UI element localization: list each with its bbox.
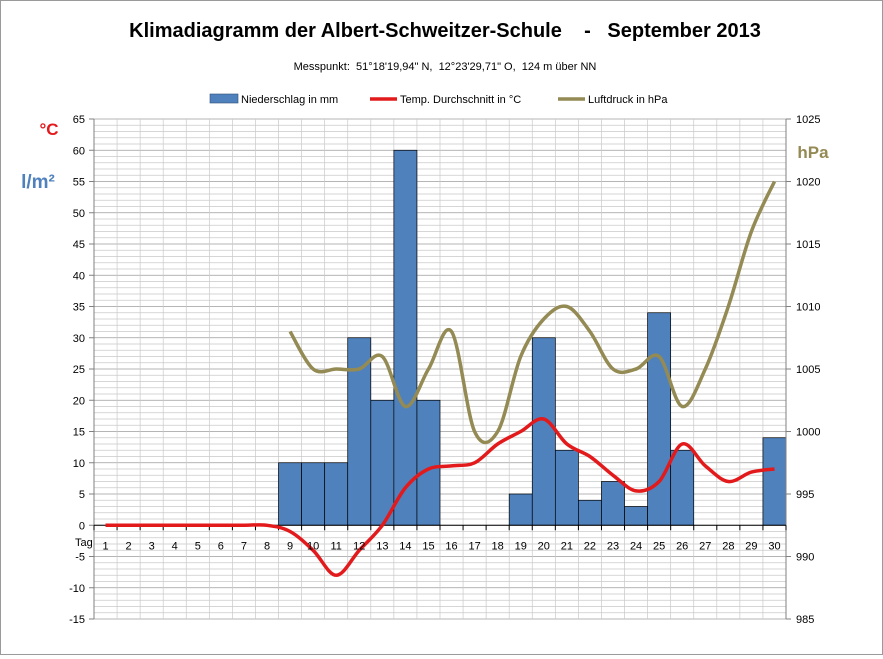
y-tick-label: 35 [73, 302, 85, 314]
legend: Niederschlag in mm Temp. Durchschnitt in… [209, 93, 668, 106]
x-tick-label: 14 [399, 540, 411, 552]
x-tick-label: 22 [584, 540, 596, 552]
x-tick-label: 7 [241, 540, 247, 552]
precip-bar [393, 149, 418, 526]
x-tick-label: 10 [307, 540, 319, 552]
x-tick-label: 20 [538, 540, 550, 552]
chart-title: Klimadiagramm der Albert-Schweitzer-Schu… [129, 20, 761, 42]
y-tick-label: 60 [73, 145, 85, 157]
legend-label-pressure: Luftdruck in hPa [588, 94, 668, 106]
x-tick-label: 30 [768, 540, 780, 552]
temp-unit-label: °C [39, 120, 58, 139]
precip-bar [301, 462, 326, 526]
legend-label-temp: Temp. Durchschnitt in °C [400, 94, 521, 106]
x-tick-label: 16 [445, 540, 457, 552]
temperature-line [105, 417, 775, 578]
precip-bar [416, 399, 441, 526]
x-tick-label: 15 [422, 540, 434, 552]
x-tick-label: 26 [676, 540, 688, 552]
x-tick-label: 25 [653, 540, 665, 552]
y-tick-label: -15 [69, 614, 85, 626]
y-tick-label: 40 [73, 270, 85, 282]
y-tick-label: 10 [73, 458, 85, 470]
x-tick-label: 12 [353, 540, 365, 552]
y2-tick-label: 985 [796, 614, 814, 626]
x-tick-label: 28 [722, 540, 734, 552]
x-tick-label: 23 [607, 540, 619, 552]
legend-label-precip: Niederschlag in mm [241, 94, 338, 106]
x-tick-label: 3 [149, 540, 155, 552]
precip-bar [324, 462, 349, 526]
y-right-tick-labels: 985 990 995 1000 1005 1010 1015 1020 1025 [796, 114, 820, 626]
precip-bar [578, 499, 602, 526]
precip-bar [347, 337, 372, 526]
pressure-unit-label: hPa [797, 143, 829, 162]
series-lines [105, 180, 777, 578]
x-tick-label: 19 [515, 540, 527, 552]
y-tick-label: 5 [79, 489, 85, 501]
y-left-tick-labels: -15 -10 -5 0 5 10 15 20 25 30 35 40 45 50 55 60 65 [69, 114, 85, 626]
y-tick-label: -10 [69, 583, 85, 595]
y2-tick-label: 1015 [796, 239, 820, 251]
y-tick-label: 55 [73, 177, 85, 189]
y-tick-label: 0 [79, 520, 85, 532]
x-axis-label: Tag [75, 537, 93, 549]
x-tick-label: 6 [218, 540, 224, 552]
x-tick-label: 9 [287, 540, 293, 552]
precip-bar [762, 437, 787, 526]
x-tick-label: 4 [172, 540, 178, 552]
x-tick-label: 11 [330, 540, 341, 552]
y-tick-label: 50 [73, 208, 85, 220]
precip-bar [670, 449, 695, 526]
axes [89, 118, 791, 620]
y2-tick-label: 1020 [796, 177, 820, 189]
y-tick-label: -5 [75, 552, 85, 564]
y-tick-label: 25 [73, 364, 85, 376]
precip-bar [508, 493, 533, 526]
precip-bar [601, 481, 625, 526]
x-tick-label: 21 [561, 540, 573, 552]
x-tick-label: 13 [376, 540, 388, 552]
x-tick-label: 27 [699, 540, 711, 552]
y2-tick-label: 1000 [796, 427, 820, 439]
precip-bar [624, 506, 648, 526]
x-tick-labels: 1 2 3 4 5 6 7 8 9 10 11 12 13 14 15 16 17 18 19 20 21 22 23 24 2… [102, 540, 780, 552]
y2-tick-label: 1025 [796, 114, 820, 126]
y-tick-label: 30 [73, 333, 85, 345]
pressure-line [288, 180, 777, 445]
x-tick-label: 29 [745, 540, 757, 552]
legend-swatch-precip [209, 93, 239, 104]
precip-bar [647, 312, 672, 526]
y-tick-label: 45 [73, 239, 85, 251]
x-tick-label: 5 [195, 540, 201, 552]
x-tick-label: 2 [126, 540, 132, 552]
x-tick-label: 18 [492, 540, 504, 552]
y2-tick-label: 1010 [796, 302, 820, 314]
x-tick-label: 24 [630, 540, 642, 552]
y-tick-label: 65 [73, 114, 85, 126]
y2-tick-label: 1005 [796, 364, 820, 376]
x-tick-label: 1 [102, 540, 108, 552]
chart-subtitle: Messpunkt: 51°18'19,94" N, 12°23'29,71" … [294, 61, 597, 73]
precip-bar [554, 449, 579, 526]
y2-tick-label: 995 [796, 489, 814, 501]
y-tick-label: 15 [73, 427, 85, 439]
precip-bar [278, 462, 302, 526]
precip-unit-label: l/m² [21, 172, 55, 193]
precip-bar [531, 337, 556, 526]
y2-tick-label: 990 [796, 552, 814, 564]
x-tick-label: 17 [468, 540, 480, 552]
x-tick-label: 8 [264, 540, 270, 552]
y-tick-label: 20 [73, 395, 85, 407]
precip-bar [370, 399, 395, 526]
